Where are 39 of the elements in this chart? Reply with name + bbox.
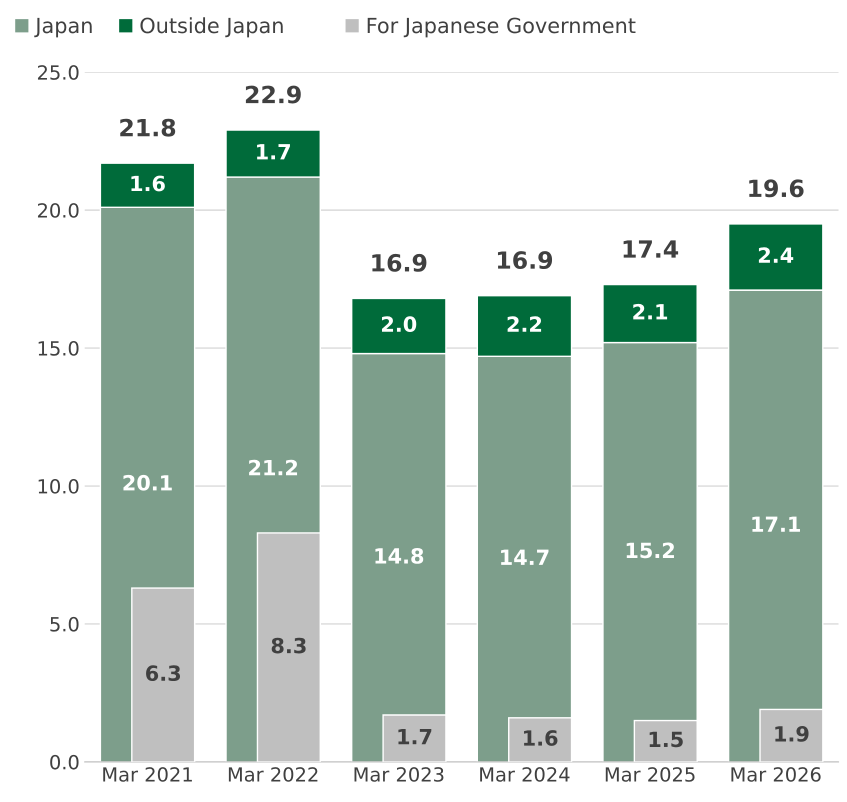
data-label: 17.1 — [752, 516, 800, 532]
total-label: 16.9 — [372, 254, 426, 272]
data-label: 1.7 — [257, 144, 290, 160]
y-tick-label: 20.0 — [38, 203, 79, 218]
total-label: 19.6 — [749, 179, 804, 198]
total-label: 16.9 — [498, 251, 552, 270]
data-label: 2.1 — [633, 304, 668, 320]
x-tick-label: Mar 2022 — [228, 767, 318, 782]
data-label: 21.2 — [249, 460, 298, 476]
total-label: 22.9 — [246, 86, 301, 104]
data-label: 15.2 — [626, 542, 674, 558]
data-label: 20.1 — [123, 474, 172, 491]
data-label: 14.8 — [375, 548, 424, 564]
y-tick-label: 15.0 — [38, 341, 79, 356]
total-label: 17.4 — [624, 240, 678, 258]
data-label: 1.7 — [398, 729, 432, 744]
data-label: 2.4 — [758, 247, 794, 263]
x-tick-label: Mar 2024 — [480, 767, 570, 782]
data-label: 1.6 — [524, 730, 558, 746]
data-label: 1.9 — [775, 726, 809, 742]
data-label: 8.3 — [272, 638, 306, 654]
data-label: 6.3 — [146, 665, 180, 682]
x-tick-label: Mar 2021 — [103, 767, 192, 782]
x-tick-label: Mar 2023 — [354, 767, 444, 782]
legend-label: For Japanese Government — [368, 18, 636, 38]
total-label: 21.8 — [120, 118, 176, 137]
y-tick-label: 10.0 — [38, 478, 79, 494]
y-tick-label: 25.0 — [38, 65, 79, 80]
y-tick-label: 0.0 — [50, 754, 79, 770]
legend-label: Japan — [34, 18, 92, 38]
x-tick-label: Mar 2025 — [606, 767, 695, 782]
y-tick-label: 5.0 — [50, 616, 79, 632]
data-label: 1.5 — [650, 732, 683, 748]
legend-label: Outside Japan — [140, 17, 283, 38]
data-label: 2.2 — [508, 316, 542, 332]
data-label: 14.7 — [501, 550, 548, 565]
data-label: 1.6 — [131, 176, 165, 192]
data-label: 2.0 — [382, 316, 416, 332]
x-tick-label: Mar 2026 — [731, 767, 821, 782]
